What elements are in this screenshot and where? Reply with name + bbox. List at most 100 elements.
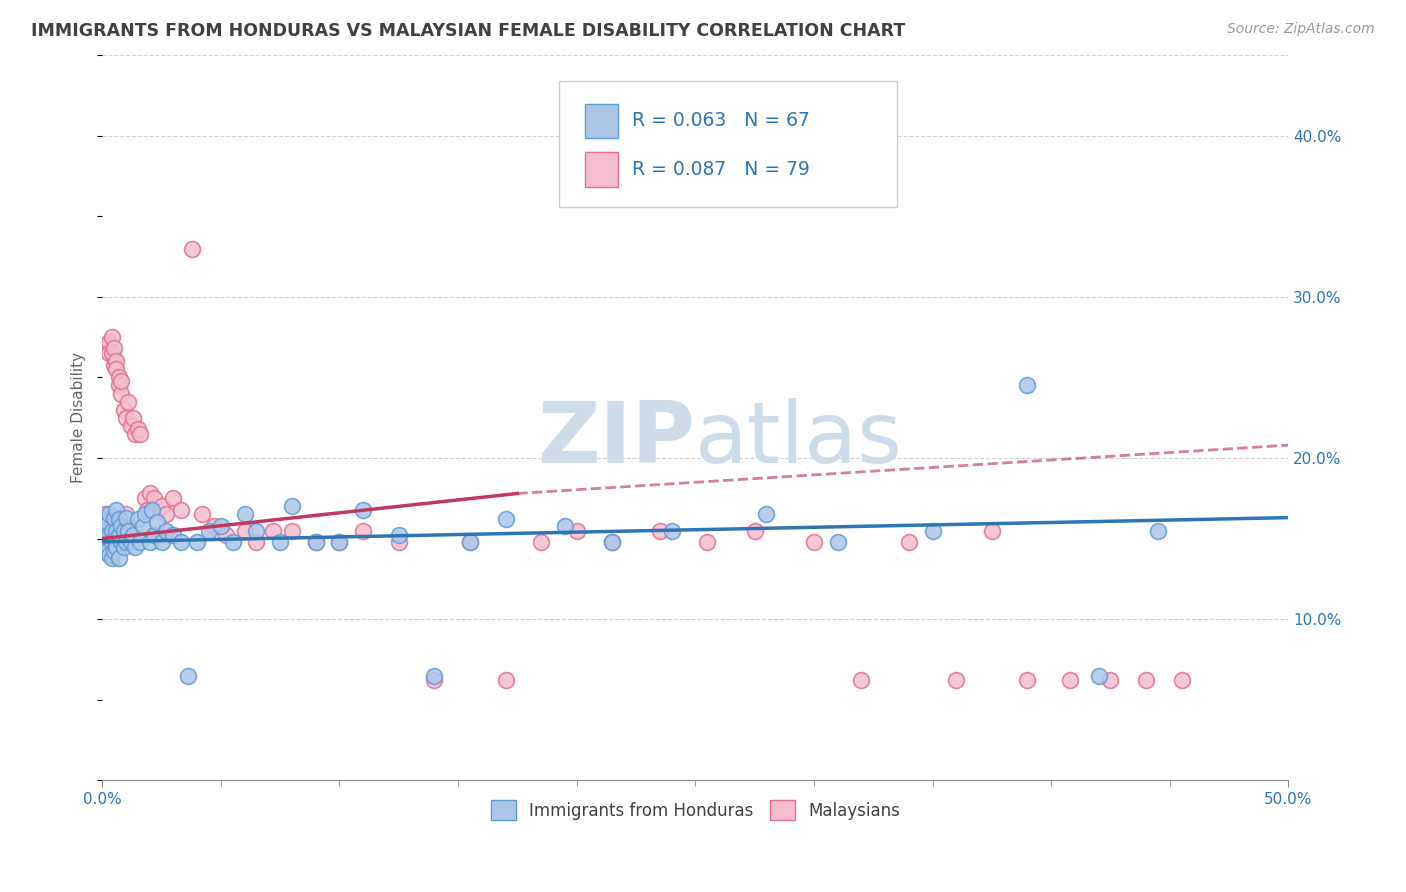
Point: [122, 528, 145, 542]
Point: [105, 534, 128, 549]
Point: [945, 673, 967, 688]
Point: [1135, 673, 1157, 688]
Point: [352, 524, 374, 538]
Point: [96, 524, 118, 538]
Point: [93, 524, 115, 538]
Point: [117, 394, 139, 409]
Point: [115, 508, 138, 522]
Point: [100, 550, 122, 565]
Point: [134, 491, 156, 506]
Point: [105, 540, 128, 554]
Point: [98, 548, 121, 562]
Point: [388, 534, 411, 549]
Point: [138, 486, 160, 500]
Point: [103, 358, 125, 372]
Point: [105, 362, 128, 376]
Point: [93, 508, 115, 522]
Point: [98, 534, 121, 549]
Point: [458, 534, 481, 549]
Point: [458, 534, 481, 549]
Point: [328, 534, 350, 549]
Point: [96, 512, 118, 526]
Point: [1170, 673, 1192, 688]
Text: IMMIGRANTS FROM HONDURAS VS MALAYSIAN FEMALE DISABILITY CORRELATION CHART: IMMIGRANTS FROM HONDURAS VS MALAYSIAN FE…: [31, 22, 905, 40]
Point: [921, 524, 943, 538]
Point: [110, 374, 132, 388]
Point: [1087, 668, 1109, 682]
Point: [100, 346, 122, 360]
Legend: Immigrants from Honduras, Malaysians: Immigrants from Honduras, Malaysians: [484, 794, 907, 826]
Point: [108, 518, 131, 533]
Point: [105, 502, 128, 516]
Point: [897, 534, 920, 549]
Point: [120, 534, 142, 549]
Point: [202, 518, 225, 533]
Point: [744, 524, 766, 538]
Point: [108, 370, 131, 384]
Point: [155, 508, 177, 522]
Point: [214, 528, 236, 542]
Point: [103, 534, 125, 549]
Point: [269, 534, 291, 549]
Point: [150, 534, 173, 549]
Point: [124, 426, 146, 441]
Point: [108, 550, 131, 565]
Point: [281, 500, 304, 514]
Point: [103, 510, 125, 524]
Point: [600, 534, 623, 549]
Point: [600, 534, 623, 549]
Text: Source: ZipAtlas.com: Source: ZipAtlas.com: [1227, 22, 1375, 37]
Point: [112, 402, 135, 417]
Point: [93, 534, 115, 549]
Point: [176, 668, 198, 682]
Point: [554, 518, 576, 533]
Point: [136, 502, 159, 516]
Point: [103, 532, 125, 546]
Point: [103, 544, 125, 558]
Point: [141, 502, 163, 516]
Point: [129, 534, 152, 549]
Point: [1017, 378, 1039, 392]
Point: [827, 534, 849, 549]
Point: [169, 502, 191, 516]
Point: [96, 516, 118, 530]
Point: [110, 386, 132, 401]
Point: [851, 673, 873, 688]
Point: [281, 524, 304, 538]
Point: [115, 534, 138, 549]
Point: [129, 426, 152, 441]
Point: [115, 510, 138, 524]
Point: [222, 534, 245, 549]
FancyBboxPatch shape: [585, 103, 619, 138]
Point: [105, 524, 128, 538]
Point: [112, 524, 135, 538]
Point: [122, 410, 145, 425]
Point: [169, 534, 191, 549]
Point: [115, 410, 138, 425]
Point: [98, 346, 121, 360]
Point: [134, 508, 156, 522]
Text: R = 0.087   N = 79: R = 0.087 N = 79: [633, 160, 810, 178]
Point: [530, 534, 553, 549]
Point: [755, 508, 778, 522]
Point: [648, 524, 671, 538]
Point: [108, 378, 131, 392]
Point: [120, 418, 142, 433]
Point: [93, 534, 115, 549]
Point: [108, 512, 131, 526]
Point: [96, 528, 118, 542]
Point: [98, 508, 121, 522]
Point: [245, 524, 267, 538]
Point: [146, 516, 169, 530]
Point: [305, 534, 328, 549]
Point: [803, 534, 825, 549]
Point: [96, 544, 118, 558]
Point: [565, 524, 588, 538]
Point: [305, 534, 328, 549]
Point: [98, 524, 121, 538]
Point: [98, 528, 121, 542]
Point: [100, 330, 122, 344]
Point: [103, 342, 125, 356]
Point: [105, 354, 128, 368]
Point: [131, 518, 153, 533]
